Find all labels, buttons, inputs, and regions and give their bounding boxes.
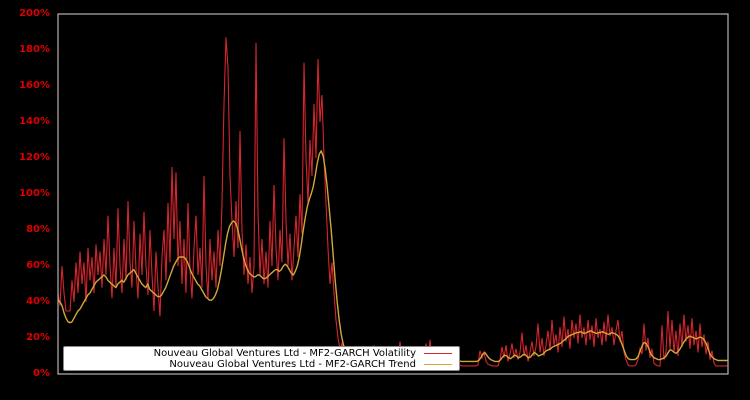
y-tick-label: 20%: [26, 332, 50, 343]
y-tick-label: 160%: [19, 80, 50, 91]
legend-item-volatility: Nouveau Global Ventures Ltd - MF2-GARCH …: [68, 348, 452, 359]
y-tick-label: 60%: [26, 260, 50, 271]
trend-series-line: [57, 150, 728, 363]
volatility-line-swatch: [424, 352, 452, 354]
y-tick-label: 0%: [33, 368, 50, 379]
y-tick-label: 200%: [19, 8, 50, 19]
trend-line-swatch: [424, 363, 452, 365]
legend: Nouveau Global Ventures Ltd - MF2-GARCH …: [63, 346, 460, 371]
legend-item-trend: Nouveau Global Ventures Ltd - MF2-GARCH …: [68, 359, 452, 370]
y-tick-label: 40%: [26, 296, 50, 307]
y-tick-label: 80%: [26, 224, 50, 235]
y-tick-label: 180%: [19, 44, 50, 55]
legend-label-volatility: Nouveau Global Ventures Ltd - MF2-GARCH …: [153, 347, 416, 359]
legend-label-trend: Nouveau Global Ventures Ltd - MF2-GARCH …: [169, 358, 416, 370]
y-tick-label: 120%: [19, 152, 50, 163]
axes-frame: [57, 13, 729, 375]
y-tick-label: 100%: [19, 188, 50, 199]
volatility-series-line: [57, 37, 728, 367]
y-tick-label: 140%: [19, 116, 50, 127]
